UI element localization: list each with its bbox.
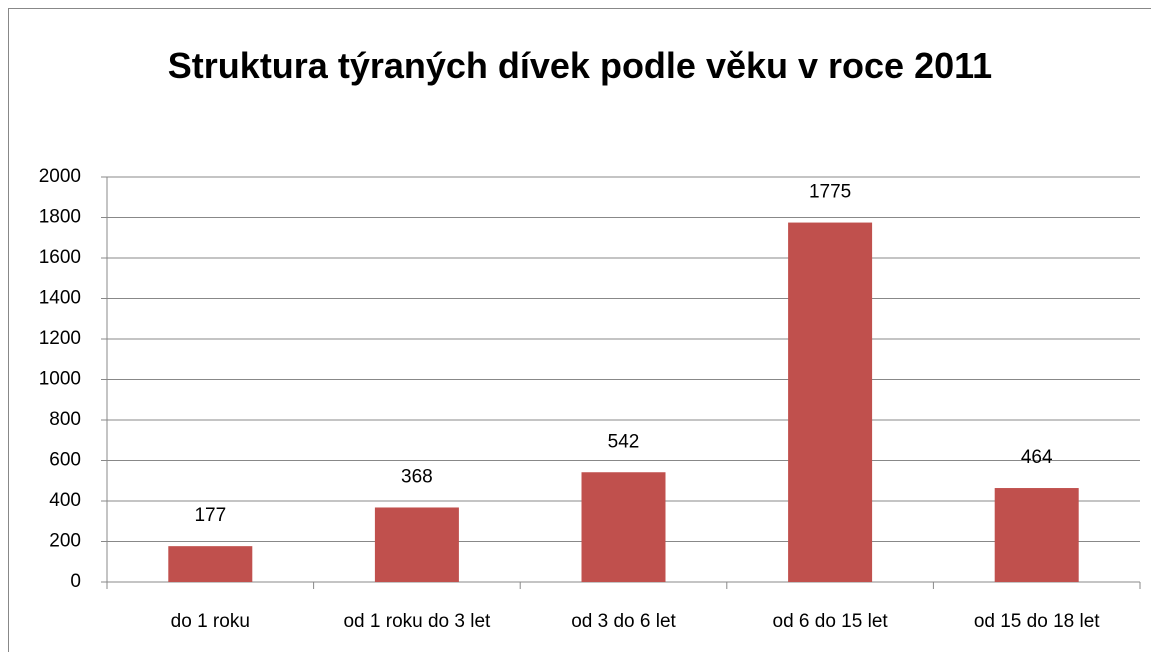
data-label: 1775	[809, 182, 851, 203]
y-tick-label: 1400	[39, 288, 81, 309]
bar	[994, 488, 1079, 582]
data-label: 368	[401, 466, 433, 487]
y-tick-label: 1000	[39, 369, 81, 390]
chart-border	[8, 8, 1151, 652]
y-tick-label: 400	[49, 490, 81, 511]
y-tick-label: 1600	[39, 247, 81, 268]
y-tick-label: 1200	[39, 328, 81, 349]
y-tick-label: 600	[49, 450, 81, 471]
x-tick-label: do 1 roku	[171, 611, 250, 632]
y-tick-label: 2000	[39, 166, 81, 187]
y-tick-label: 1800	[39, 207, 81, 228]
bar	[168, 546, 253, 582]
y-tick-label: 200	[49, 531, 81, 552]
bar	[581, 472, 666, 582]
y-tick-label: 800	[49, 409, 81, 430]
bar	[788, 222, 873, 582]
y-tick-label: 0	[70, 571, 81, 592]
bar	[374, 507, 459, 582]
x-tick-label: od 1 roku do 3 let	[343, 611, 491, 632]
x-tick-label: od 3 do 6 let	[571, 611, 676, 632]
data-label: 177	[194, 505, 226, 526]
x-tick-label: od 6 do 15 let	[773, 611, 889, 632]
data-label: 542	[608, 431, 640, 452]
chart-title: Struktura týraných dívek podle věku v ro…	[167, 45, 993, 86]
data-label: 464	[1021, 447, 1053, 468]
x-tick-label: od 15 do 18 let	[974, 611, 1100, 632]
